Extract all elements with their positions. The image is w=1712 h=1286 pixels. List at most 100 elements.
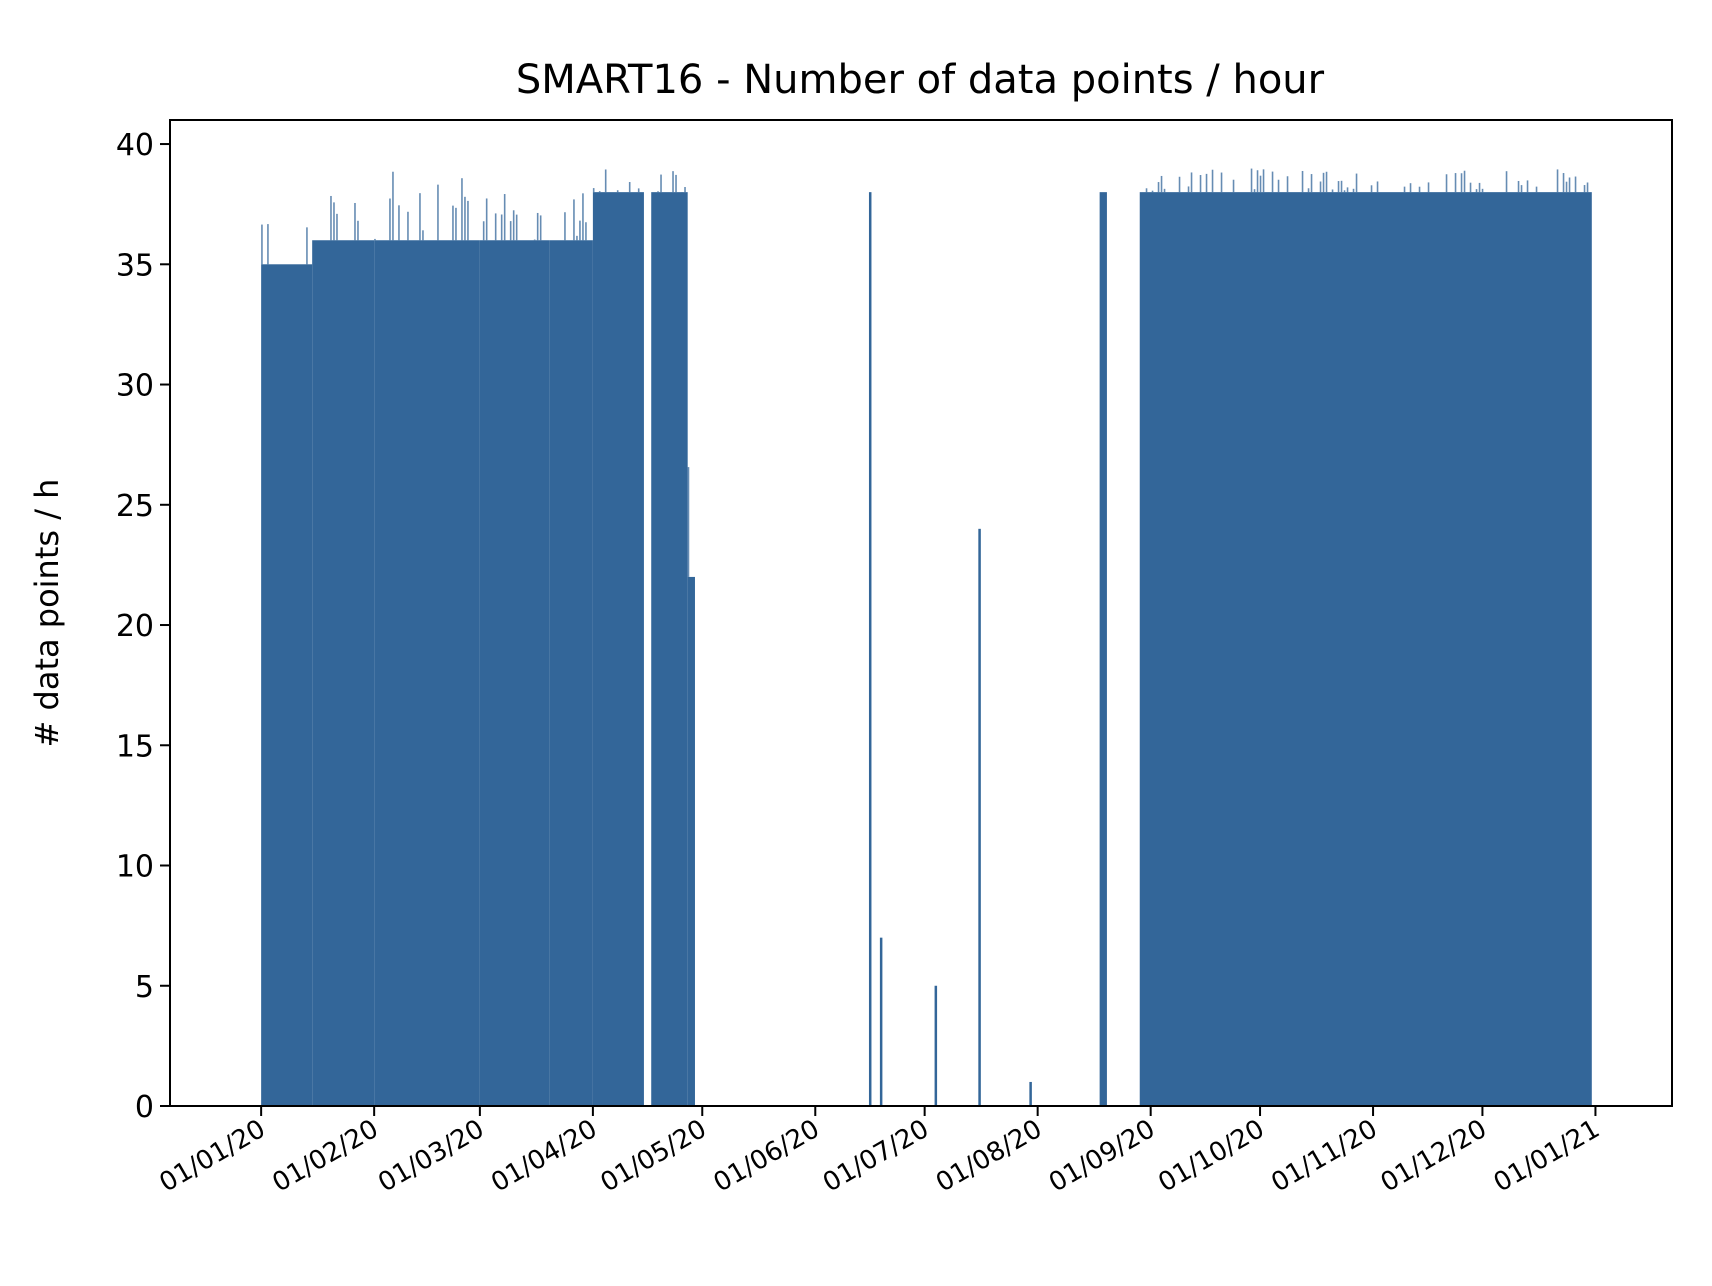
x-tick-label: 01/12/20: [1376, 1114, 1492, 1198]
bar: [637, 188, 640, 193]
x-tick-label: 01/03/20: [373, 1114, 489, 1198]
bar: [687, 467, 690, 577]
x-tick-label: 01/02/20: [268, 1114, 384, 1198]
bar: [1376, 181, 1379, 193]
y-axis: 0 5 10 15 20 25 30 35 40: [116, 128, 170, 1125]
bar: [1517, 180, 1520, 193]
bar: [1481, 188, 1484, 193]
bar: [1151, 190, 1154, 193]
bar: [392, 171, 394, 241]
x-tick-label: 01/04/20: [486, 1114, 602, 1198]
bar: [1325, 171, 1328, 193]
bar: [675, 174, 677, 193]
bar: [467, 200, 469, 241]
bar: [1565, 181, 1568, 193]
bar: [533, 239, 536, 241]
bar: [1535, 186, 1538, 193]
bar: [1460, 173, 1463, 193]
bar: [1370, 185, 1373, 193]
x-tick-label: 01/06/20: [709, 1114, 825, 1198]
y-axis-label: # data points / h: [28, 479, 66, 748]
bar: [515, 214, 518, 241]
bar: [1160, 175, 1163, 193]
bar: [389, 198, 391, 241]
bar: [1277, 179, 1280, 193]
bar: [1409, 183, 1412, 193]
x-tick-label: 01/08/20: [931, 1114, 1047, 1198]
bar: [1256, 170, 1259, 193]
bar: [1526, 180, 1529, 193]
bar: [1454, 173, 1457, 193]
bar: [1259, 175, 1262, 193]
bar: [536, 212, 539, 241]
bar: [1205, 173, 1208, 193]
bar: [482, 221, 485, 241]
spike-bar: [934, 985, 938, 1106]
bar: [582, 193, 584, 241]
bar-segment: [1099, 192, 1107, 1106]
bar: [1346, 187, 1349, 193]
bar: [503, 194, 506, 241]
bar: [422, 230, 424, 241]
bar-segment: [687, 576, 695, 1106]
bar-segment: [374, 240, 480, 1106]
bar-segment: [312, 240, 375, 1106]
bar: [1418, 186, 1421, 193]
bar: [485, 198, 488, 241]
bar: [1340, 180, 1343, 193]
bar: [1211, 169, 1214, 193]
bar: [1331, 189, 1334, 193]
bar: [1253, 189, 1256, 193]
bar: [1301, 170, 1304, 193]
bar: [598, 191, 601, 193]
y-tick-label: 35: [116, 248, 154, 283]
plot-frame: [169, 119, 1673, 1107]
bar: [616, 190, 619, 193]
bar: [539, 215, 542, 241]
y-tick-label: 0: [135, 1090, 154, 1125]
y-tick-label: 10: [116, 850, 154, 885]
bar: [512, 210, 515, 241]
x-tick-label: 01/10/20: [1153, 1114, 1269, 1198]
bar: [1220, 172, 1223, 193]
bar: [398, 205, 400, 241]
bar: [1463, 170, 1466, 193]
x-tick-label: 01/05/20: [596, 1114, 712, 1198]
bar: [1574, 176, 1577, 193]
x-tick-label: 01/11/20: [1266, 1114, 1382, 1198]
bar: [1310, 174, 1313, 193]
bar: [1445, 174, 1448, 193]
y-tick-label: 30: [116, 369, 154, 404]
bar: [1520, 185, 1523, 193]
bar: [1583, 185, 1586, 193]
spike-bar: [978, 528, 981, 1106]
bar-segment: [549, 240, 593, 1106]
spike-bar: [868, 192, 872, 1106]
x-tick-label: 01/01/21: [1489, 1114, 1605, 1198]
bar-segment: [479, 240, 550, 1106]
bar: [592, 188, 595, 193]
y-tick-label: 5: [135, 970, 154, 1005]
x-tick-label: 01/07/20: [818, 1114, 934, 1198]
bar: [672, 171, 674, 193]
bar: [1505, 171, 1508, 193]
bar: [684, 187, 686, 193]
bar: [261, 224, 263, 265]
bar: [1475, 189, 1478, 193]
bar: [1469, 182, 1472, 193]
bar: [1427, 182, 1430, 193]
bar: [1562, 173, 1565, 193]
bar: [1145, 188, 1148, 193]
bar: [1556, 169, 1559, 193]
bar: [1586, 182, 1589, 193]
bar: [1343, 190, 1346, 193]
bar: [419, 193, 421, 241]
bar-segment: [261, 264, 313, 1106]
bar: [1478, 182, 1481, 193]
x-tick-label: 01/01/20: [155, 1114, 271, 1198]
bar: [330, 195, 332, 241]
bar: [357, 220, 359, 241]
bar: [437, 184, 439, 241]
bar-segment: [651, 192, 688, 1106]
